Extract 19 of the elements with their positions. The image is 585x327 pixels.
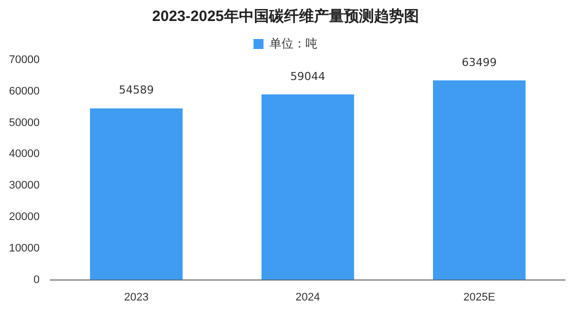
bar bbox=[432, 80, 526, 280]
y-tick-label: 0 bbox=[33, 274, 40, 286]
y-tick-label: 20000 bbox=[8, 211, 40, 224]
x-tick-label: 2023 bbox=[124, 291, 149, 304]
y-tick-label: 50000 bbox=[8, 116, 40, 129]
bar bbox=[90, 108, 183, 280]
legend-label: 单位：吨 bbox=[270, 36, 318, 50]
y-tick-label: 60000 bbox=[8, 85, 40, 98]
chart-title: 2023-2025年中国碳纤维产量预测趋势图 bbox=[152, 7, 419, 26]
y-tick-label: 30000 bbox=[8, 180, 40, 192]
x-tick-label: 2024 bbox=[296, 291, 320, 304]
data-label: 63499 bbox=[462, 56, 497, 69]
data-label: 59044 bbox=[290, 70, 326, 83]
data-label: 54589 bbox=[118, 84, 154, 97]
y-tick-label: 10000 bbox=[8, 242, 40, 254]
y-tick-label: 40000 bbox=[8, 148, 40, 160]
bar bbox=[261, 94, 354, 280]
x-tick-label: 2025E bbox=[463, 291, 496, 304]
y-tick-label: 70000 bbox=[8, 54, 40, 66]
